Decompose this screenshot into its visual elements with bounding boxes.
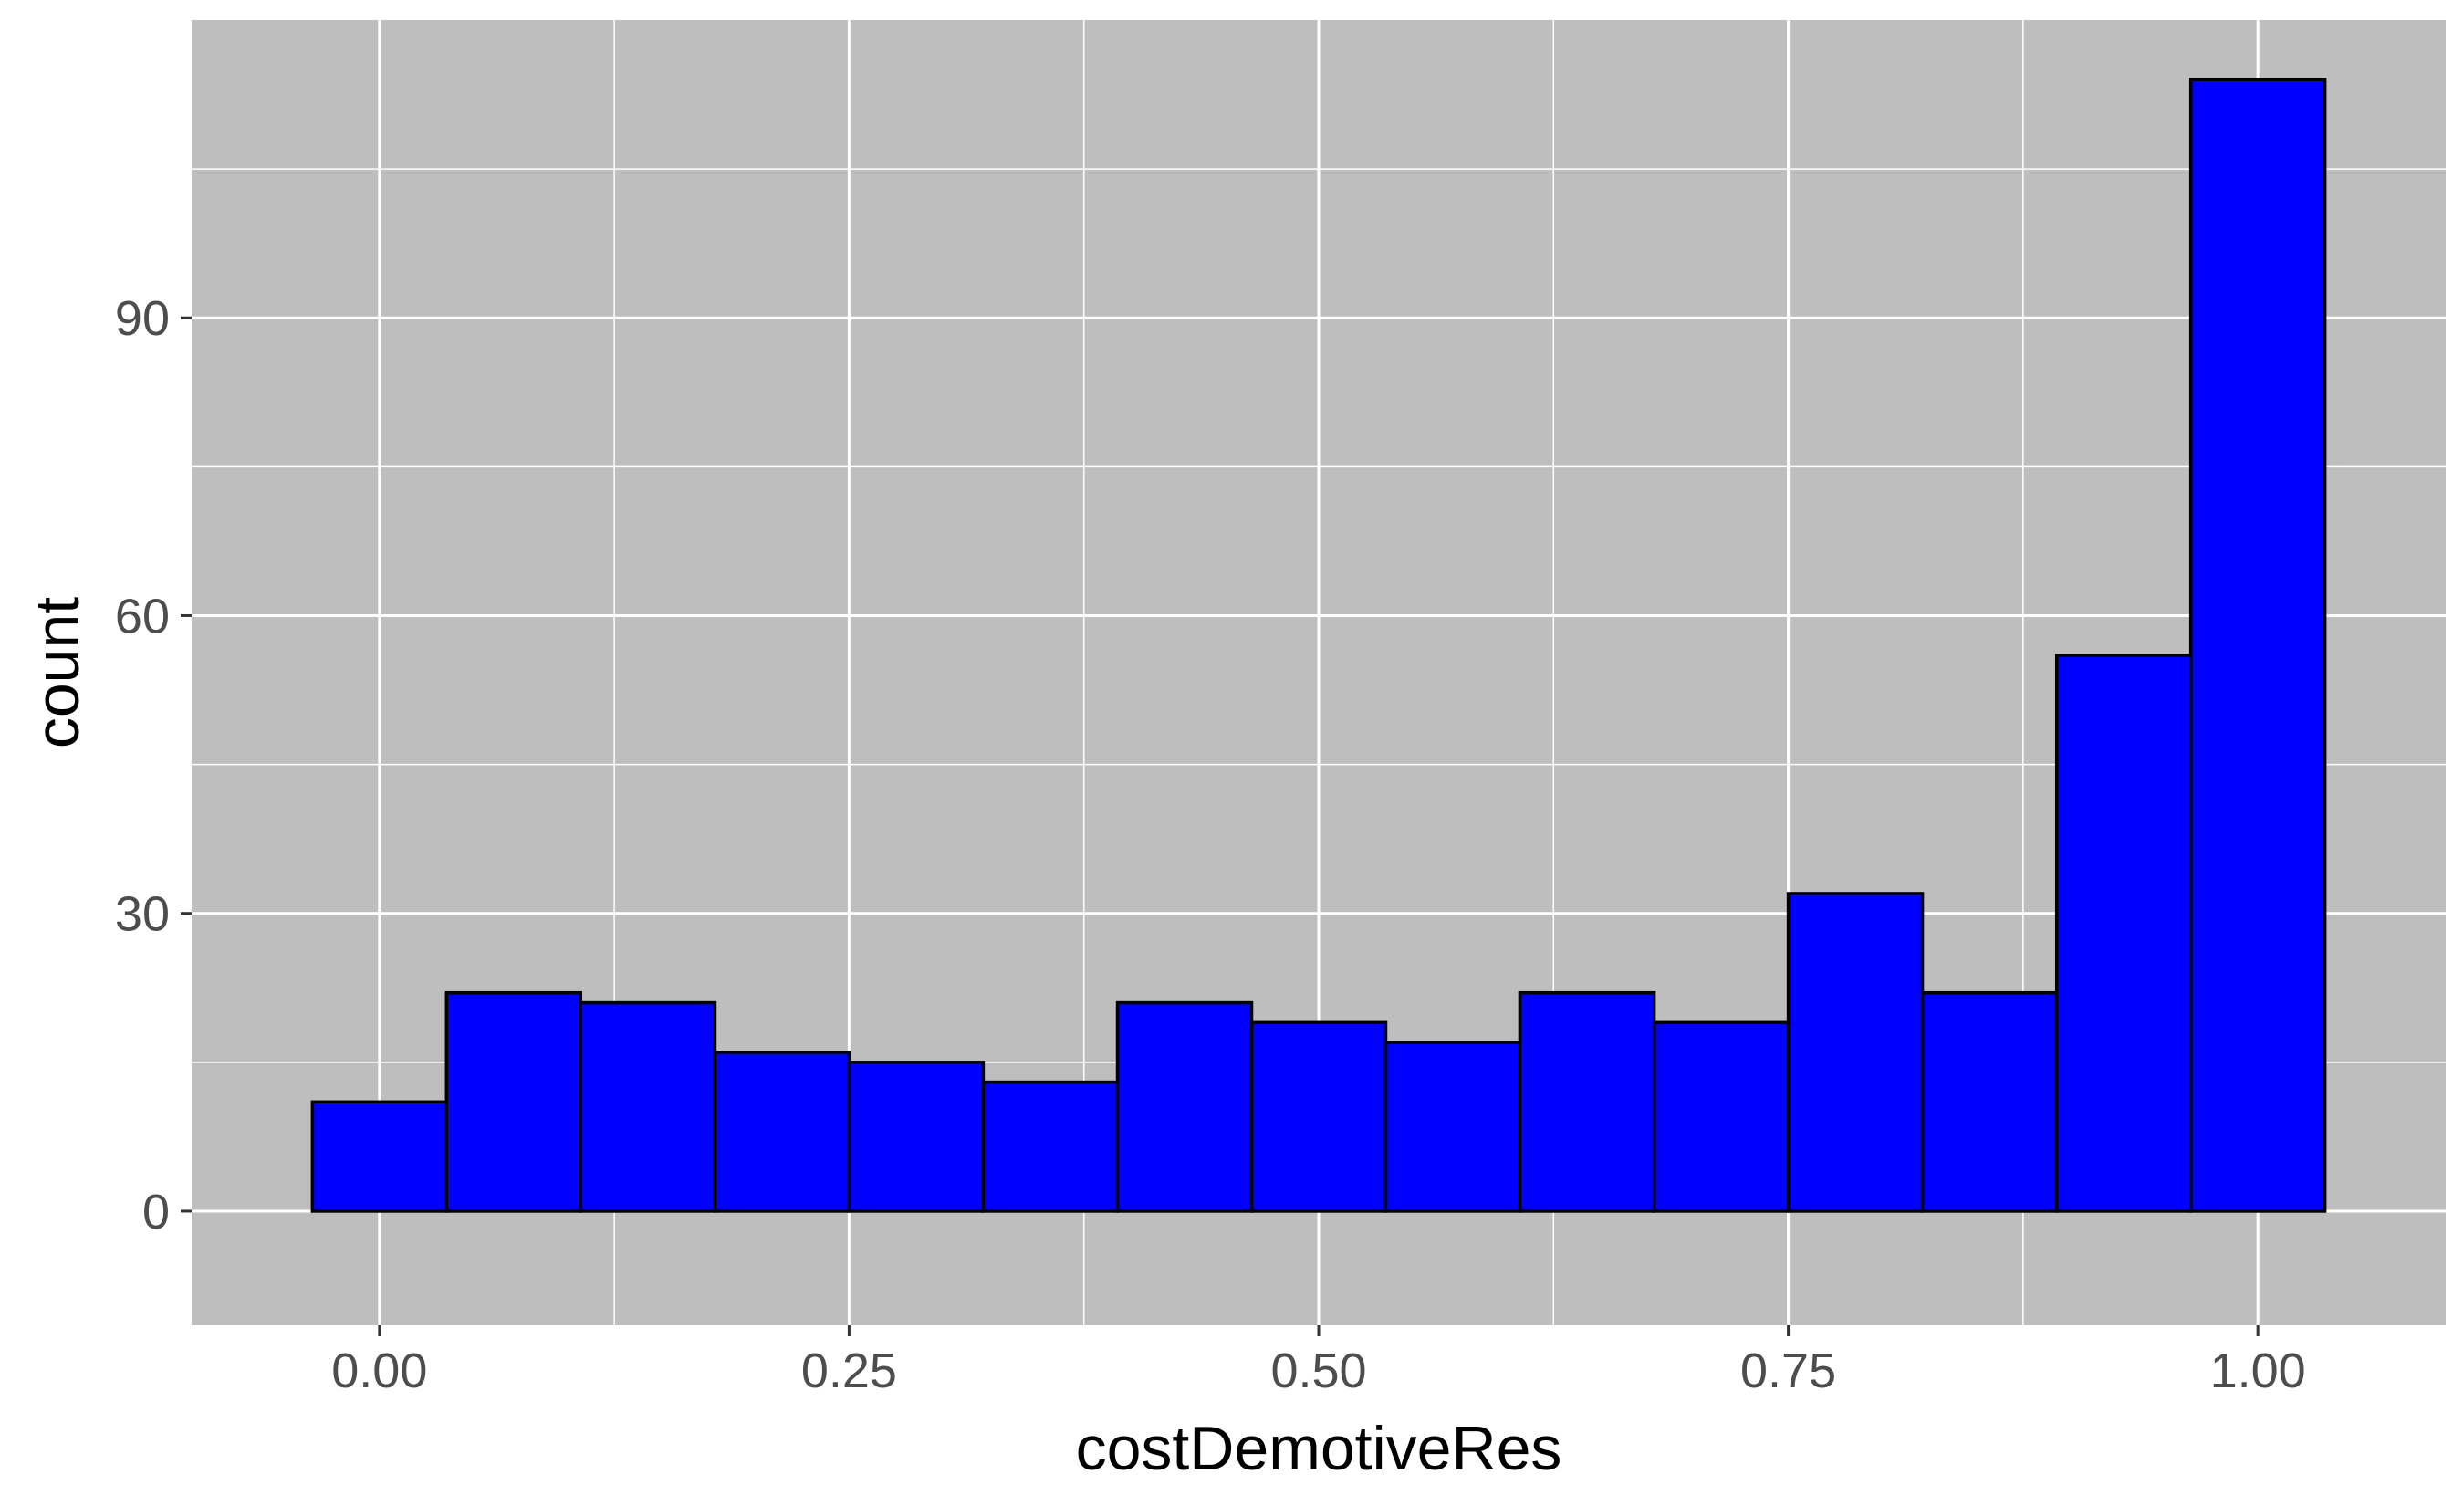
histogram-bar	[847, 1061, 986, 1213]
histogram-bar	[1249, 1020, 1388, 1213]
x-tick-label: 0.75	[1740, 1344, 1836, 1398]
y-tick-label: 30	[115, 887, 170, 942]
x-tick-label: 0.00	[331, 1344, 427, 1398]
x-axis-ticks: 0.00 0.25 0.50 0.75 1.00	[331, 1325, 2306, 1398]
histogram-bar	[1920, 990, 2059, 1213]
y-tick-label: 60	[115, 589, 170, 643]
x-tick-label: 0.50	[1270, 1344, 1366, 1398]
histogram-bar	[981, 1080, 1120, 1213]
histogram-bars	[310, 78, 2327, 1213]
x-tick-label: 1.00	[2210, 1344, 2306, 1398]
histogram-bar	[579, 1000, 717, 1213]
x-tick-label: 0.25	[801, 1344, 897, 1398]
x-axis-title: costDemotiveRes	[1076, 1414, 1562, 1483]
histogram-bar	[444, 990, 583, 1213]
y-axis-ticks: 0 30 60 90	[115, 291, 192, 1239]
histogram-bar	[2054, 654, 2193, 1213]
histogram-bar	[310, 1100, 449, 1213]
histogram-bar	[1115, 1000, 1254, 1213]
histogram-bar	[1518, 990, 1656, 1213]
histogram-bar	[713, 1051, 851, 1213]
y-tick-label: 0	[142, 1185, 170, 1239]
histogram-bar	[2188, 78, 2327, 1213]
histogram-bar	[1786, 892, 1925, 1213]
histogram-bar	[1652, 1020, 1791, 1213]
y-axis-title: count	[23, 597, 92, 748]
histogram-bar	[1383, 1041, 1522, 1213]
y-tick-label: 90	[115, 291, 170, 346]
